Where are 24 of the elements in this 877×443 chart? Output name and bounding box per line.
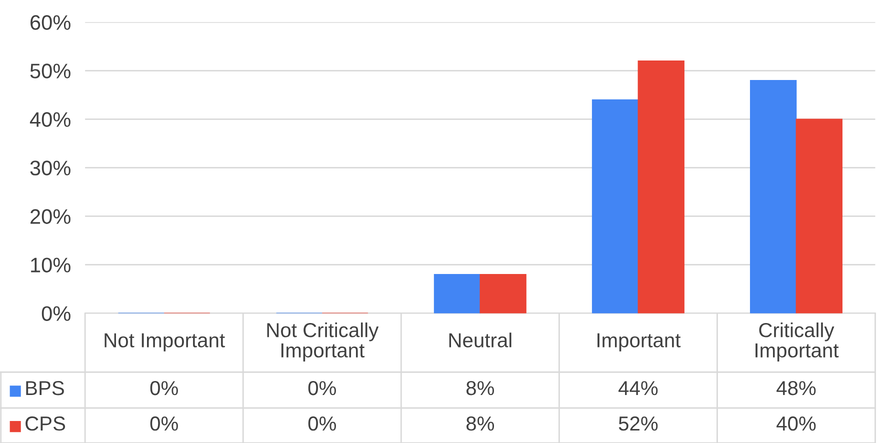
legend-label: BPS <box>26 380 64 396</box>
y-tick-label: 40% <box>30 112 70 127</box>
data-label: 40% <box>776 416 816 431</box>
y-tick-label: 10% <box>31 258 70 272</box>
y-tick-label: 0% <box>42 306 70 321</box>
data-label: 52% <box>618 416 658 431</box>
data-label: 8% <box>466 416 494 431</box>
x-tick-label: Neutral <box>449 332 512 348</box>
data-label: 0% <box>150 380 178 396</box>
data-label: 0% <box>308 380 336 396</box>
x-tick-label: Critically Important <box>756 322 839 362</box>
x-tick-label: Not Critically Important <box>267 322 379 362</box>
y-tick-label: 50% <box>30 64 70 78</box>
legend-label: CPS <box>26 416 66 431</box>
data-label: 0% <box>308 416 336 431</box>
x-tick-label: Important <box>598 333 681 352</box>
x-tick-label: Not Important <box>104 333 225 352</box>
y-tick-label: 30% <box>30 160 70 176</box>
y-tick-label: 60% <box>30 15 70 30</box>
y-tick-label: 20% <box>30 209 70 224</box>
data-label: 44% <box>618 381 658 396</box>
data-label: 8% <box>466 380 494 396</box>
data-label: 48% <box>776 380 816 396</box>
data-label: 0% <box>150 416 178 431</box>
